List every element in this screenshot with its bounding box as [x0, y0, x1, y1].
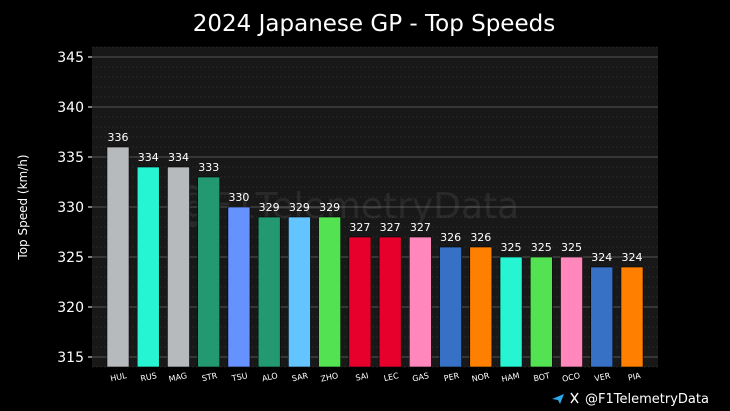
value-label-lec: 327	[380, 221, 401, 234]
y-tick-label: 325	[57, 250, 84, 266]
x-tick-label-tsu: TSU	[230, 371, 248, 383]
value-label-pia: 324	[622, 251, 643, 264]
value-label-gas: 327	[410, 221, 431, 234]
y-axis-label: Top Speed (km/h)	[16, 154, 30, 260]
bar-zho	[318, 216, 341, 368]
value-label-nor: 326	[470, 231, 491, 244]
chart-title: 2024 Japanese GP - Top Speeds	[193, 11, 555, 37]
x-tick-label-per: PER	[443, 371, 460, 383]
bar-oco	[560, 256, 583, 368]
bar-bot	[529, 256, 553, 368]
value-label-per: 326	[440, 231, 461, 244]
bar-ham	[499, 256, 523, 368]
y-tick-label: 330	[57, 200, 84, 216]
x-tick-label-oco: OCO	[561, 371, 581, 384]
credit: @F1TelemetryData	[552, 392, 709, 407]
bar-gas	[409, 236, 432, 368]
bar-per	[439, 246, 462, 368]
x-tick-label-sai: SAI	[355, 371, 370, 383]
value-label-ver: 324	[591, 251, 612, 264]
value-label-alo: 329	[259, 201, 280, 214]
y-tick-label: 340	[57, 100, 84, 116]
y-tick-label: 345	[57, 50, 84, 66]
value-label-sai: 327	[349, 221, 370, 234]
value-label-oco: 325	[561, 241, 582, 254]
x-tick-label-mag: MAG	[168, 371, 188, 384]
x-tick-label-hul: HUL	[110, 371, 128, 383]
watermark: @F1TelemetryData	[169, 185, 519, 227]
bar-nor	[469, 246, 493, 368]
x-tick-label-str: STR	[201, 371, 218, 383]
value-label-ham: 325	[501, 241, 522, 254]
value-label-mag: 334	[168, 151, 189, 164]
x-tick-label-sar: SAR	[291, 371, 309, 383]
x-tick-label-ham: HAM	[501, 371, 521, 384]
bar-lec	[378, 236, 402, 368]
credit-handle: @F1TelemetryData	[585, 392, 709, 407]
value-label-zho: 329	[319, 201, 340, 214]
value-label-bot: 325	[531, 241, 552, 254]
y-tick-label: 335	[57, 150, 84, 166]
value-labels: 336 334 334 333 330 329 329 329 327 327 327 326 326 3…	[108, 131, 643, 264]
x-tick-label-pia: PIA	[627, 371, 642, 383]
x-icon	[570, 392, 579, 404]
bar-sai	[348, 236, 372, 368]
x-tick-label-bot: BOT	[533, 371, 551, 383]
x-tick-label-nor: NOR	[471, 371, 491, 384]
bars	[106, 146, 644, 368]
bar-alo	[257, 216, 281, 368]
x-tick-label-zho: ZHO	[320, 371, 339, 384]
bar-hul	[106, 146, 130, 368]
y-tick-label: 320	[57, 300, 84, 316]
value-label-rus: 334	[138, 151, 159, 164]
bar-mag	[167, 166, 190, 368]
bar-tsu	[227, 206, 251, 368]
bar-pia	[620, 266, 644, 368]
value-label-hul: 336	[108, 131, 129, 144]
bar-rus	[136, 166, 160, 368]
x-tick-label-gas: GAS	[412, 371, 430, 383]
y-tick-label: 315	[57, 350, 84, 366]
value-label-tsu: 330	[228, 191, 249, 204]
telegram-icon	[552, 394, 564, 404]
value-label-str: 333	[198, 161, 219, 174]
bar-ver	[590, 266, 614, 368]
bar-str	[197, 176, 221, 368]
y-axis: 315 320 325 330 335 340 345	[57, 50, 92, 366]
bar-sar	[288, 216, 311, 368]
x-tick-label-alo: ALO	[261, 371, 278, 383]
x-tick-label-rus: RUS	[140, 371, 158, 383]
x-tick-labels: HUL RUS MAG STR TSU ALO SAR ZHO SAI LEC GAS PER NOR H…	[110, 371, 642, 384]
value-label-sar: 329	[289, 201, 310, 214]
x-tick-label-ver: VER	[594, 371, 612, 383]
x-tick-label-lec: LEC	[383, 371, 400, 383]
